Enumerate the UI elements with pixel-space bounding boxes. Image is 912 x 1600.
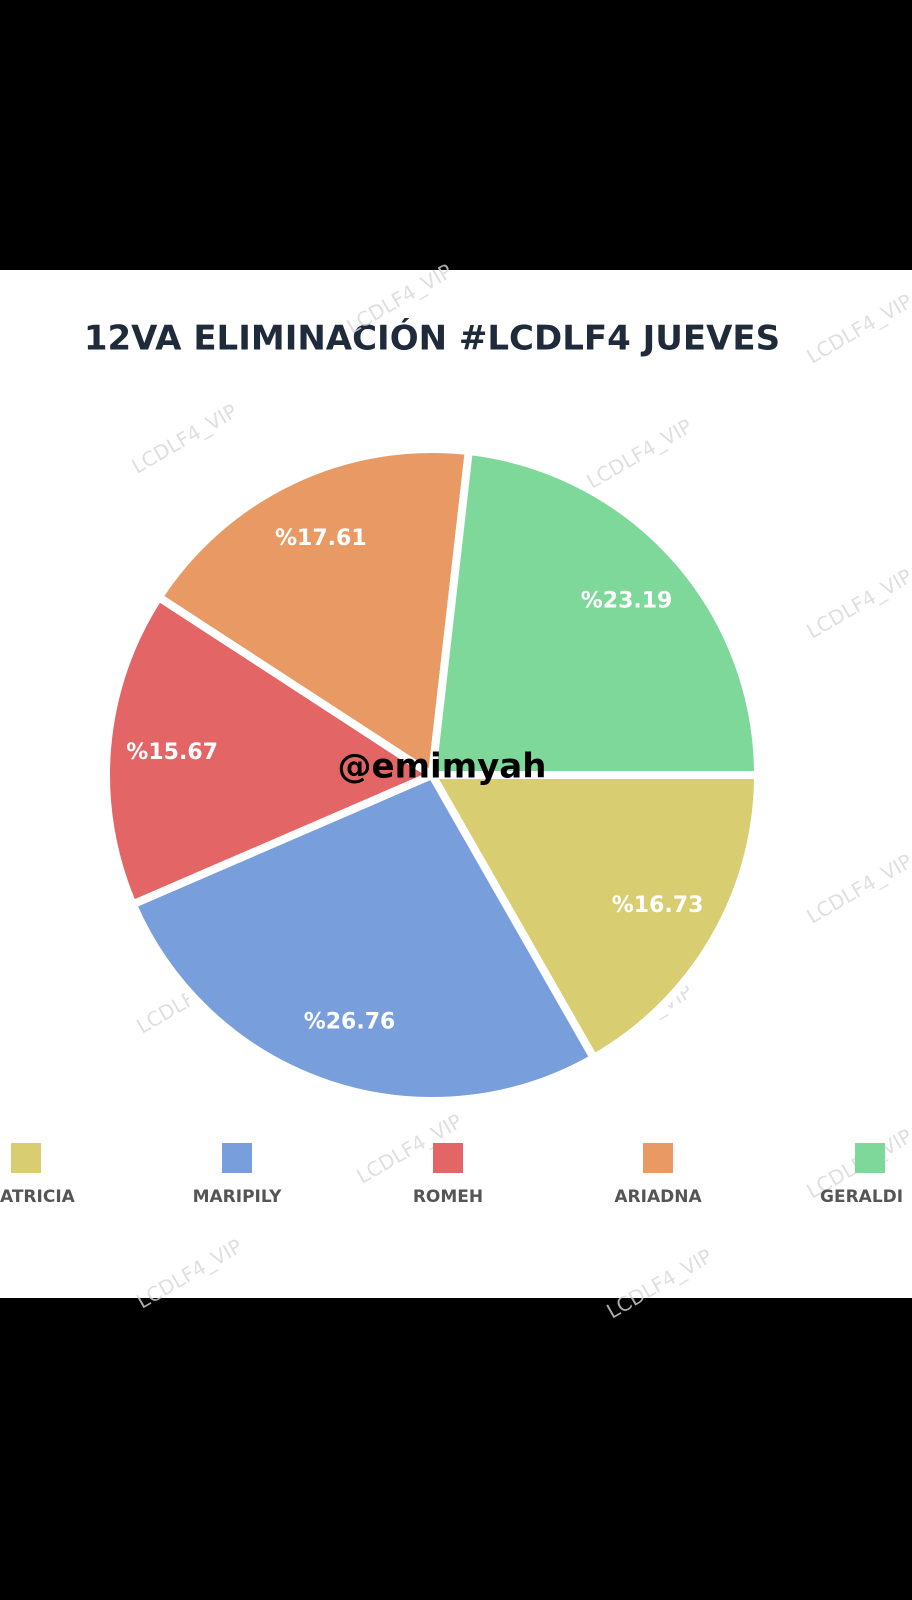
value-label: %16.73 bbox=[612, 893, 704, 918]
value-label: %26.76 bbox=[304, 1009, 396, 1034]
chart-title: 12VA ELIMINACIÓN #LCDLF4 JUEVES bbox=[84, 318, 780, 359]
legend-swatch bbox=[643, 1143, 673, 1173]
legend-label: ROMEH bbox=[413, 1187, 483, 1207]
pie-slice bbox=[428, 771, 762, 1063]
pie-slice bbox=[154, 445, 473, 779]
pie-slice bbox=[428, 447, 762, 779]
legend-swatch bbox=[855, 1143, 885, 1173]
overlay-text: @emimyah bbox=[338, 747, 547, 787]
legend-label: ARIADNA bbox=[614, 1187, 702, 1207]
value-label: %23.19 bbox=[581, 588, 673, 613]
legend-label: ATRICIA bbox=[0, 1187, 76, 1207]
legend-swatch bbox=[11, 1143, 41, 1173]
legend-swatch bbox=[222, 1143, 252, 1173]
pie-slice bbox=[102, 593, 436, 909]
legend-label: MARIPILY bbox=[193, 1187, 282, 1207]
value-label: %15.67 bbox=[126, 740, 218, 765]
value-label: %17.61 bbox=[275, 526, 367, 551]
legend-swatch bbox=[433, 1143, 463, 1173]
legend-label: GERALDI bbox=[820, 1187, 903, 1207]
